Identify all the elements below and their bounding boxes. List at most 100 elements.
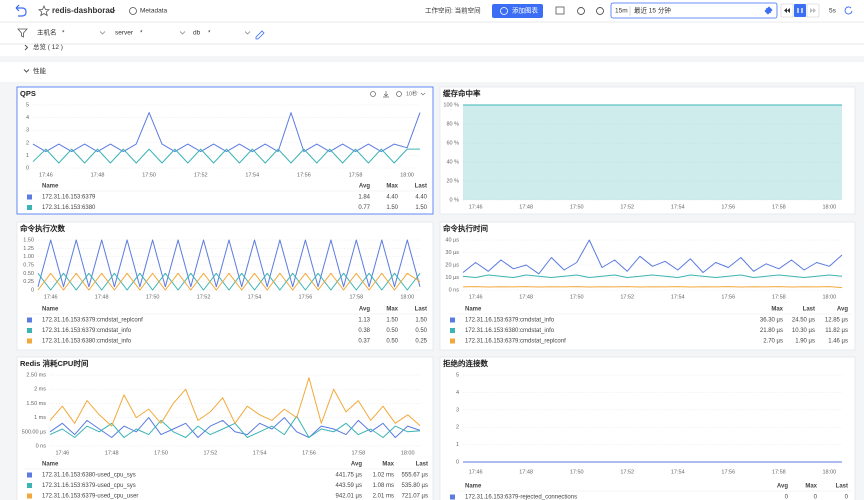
x-tick-label: 17:46 <box>469 469 483 475</box>
legend-stat: 1.50 <box>415 318 427 324</box>
forward-icon <box>810 8 816 13</box>
filter-name: db <box>193 30 201 37</box>
x-tick-label: 18:00 <box>822 204 836 210</box>
filter-value[interactable]: * <box>140 30 143 37</box>
filter-value[interactable]: * <box>62 30 65 37</box>
legend-name[interactable]: 172.31.16.153:6379:cmdstat_replconf <box>42 318 143 324</box>
legend-swatch[interactable] <box>27 483 32 488</box>
x-tick-label: 17:52 <box>620 294 634 300</box>
legend-name[interactable]: 172.31.16.153:6379 <box>42 195 96 201</box>
refresh-interval[interactable]: 5s <box>829 8 837 15</box>
legend-swatch[interactable] <box>27 317 32 323</box>
line <box>49 417 421 438</box>
collapse-icon[interactable] <box>23 69 30 73</box>
legend-name[interactable]: 172.31.16.153:6379:cmdstat_info <box>465 318 555 324</box>
x-tick-label: 17:58 <box>772 469 786 475</box>
download-icon[interactable] <box>383 91 389 98</box>
x-tick-label: 18:00 <box>822 469 836 475</box>
legend-name[interactable]: 172.31.16.153:6380:cmdstat_info <box>465 328 555 334</box>
chevron[interactable] <box>99 31 106 35</box>
legend-name[interactable]: 172.31.16.153:6379-used_cpu_user <box>42 494 138 500</box>
line <box>37 272 421 291</box>
time-picker[interactable] <box>610 2 778 19</box>
legend-swatch[interactable] <box>450 494 455 500</box>
legend-stat: 535.80 µs <box>402 483 428 489</box>
legend-swatch[interactable] <box>27 205 32 210</box>
legend-swatch[interactable] <box>27 338 32 344</box>
y-tick-label: 2.50 ms <box>26 372 46 378</box>
filter-value[interactable]: * <box>208 30 211 37</box>
legend-swatch[interactable] <box>450 328 455 333</box>
x-tick-label: 17:48 <box>95 294 109 300</box>
edit-icon[interactable] <box>255 30 265 40</box>
y-tick-label: 0 % <box>450 197 460 203</box>
legend-header: Max <box>386 184 398 190</box>
x-tick-label: 17:50 <box>570 294 584 300</box>
filter-name: server <box>115 30 134 37</box>
x-tick-label: 17:50 <box>570 204 584 210</box>
interval-icon[interactable] <box>396 91 402 97</box>
y-tick-label: 0 ns <box>449 287 460 293</box>
workspace[interactable]: 工作空间: 当前空间 <box>425 6 481 15</box>
pin-icon[interactable] <box>764 6 773 15</box>
interval[interactable]: 10秒 <box>406 89 418 97</box>
y-tick-label: 3 <box>456 407 459 413</box>
x-tick-label: 17:54 <box>671 294 685 300</box>
x-tick-label: 17:56 <box>721 469 735 475</box>
x-tick-label: 18:00 <box>401 450 415 456</box>
zoom-icon[interactable] <box>370 91 376 97</box>
legend-name[interactable]: 172.31.16.153:6380-used_cpu_sys <box>42 473 136 479</box>
settings-icon[interactable] <box>577 7 585 15</box>
refresh-icon[interactable] <box>844 6 853 15</box>
legend-stat: 11.82 µs <box>825 328 848 334</box>
chevron[interactable] <box>179 31 186 35</box>
legend-stat: 12.85 µs <box>825 318 848 324</box>
x-tick-label: 17:54 <box>248 294 262 300</box>
chevron[interactable] <box>109 9 116 14</box>
x-tick-label: 17:56 <box>721 204 735 210</box>
x-tick-label: 17:58 <box>351 450 365 456</box>
legend-stat: 10.30 µs <box>792 328 815 334</box>
legend-name[interactable]: 172.31.16.153:6379-used_cpu_sys <box>42 483 136 489</box>
line <box>32 148 420 164</box>
legend-header: Last <box>836 484 848 490</box>
panel-title: 缓存命中率 <box>442 88 481 98</box>
chevron[interactable] <box>244 31 251 35</box>
section-title[interactable]: 性能 <box>33 66 47 75</box>
pause-icon <box>797 8 803 13</box>
legend-swatch[interactable] <box>450 317 455 323</box>
pause-button[interactable] <box>794 4 806 17</box>
expand-icon[interactable] <box>24 44 29 51</box>
legend-stat: 0.50 <box>415 328 427 334</box>
x-tick-label: 17:58 <box>772 294 786 300</box>
legend-stat: 36.30 µs <box>760 318 783 324</box>
x-tick-label: 17:48 <box>519 294 533 300</box>
metadata-link[interactable]: Metadata <box>140 8 167 15</box>
legend-swatch[interactable] <box>27 493 32 499</box>
legend-name[interactable]: 172.31.16.153:6380 <box>42 205 96 211</box>
legend-swatch[interactable] <box>27 472 32 478</box>
x-tick-label: 17:50 <box>570 469 584 475</box>
legend-name[interactable]: 172.31.16.153:6379-rejected_connections <box>465 495 577 500</box>
legend-swatch[interactable] <box>450 338 455 344</box>
legend-swatch[interactable] <box>27 194 32 200</box>
history-icon[interactable] <box>596 7 604 15</box>
x-tick-label: 17:54 <box>253 450 267 456</box>
legend-stat: 2.70 µs <box>763 339 783 345</box>
chevron[interactable] <box>420 92 426 96</box>
legend-name[interactable]: 172.31.16.153:6379:cmdstat_info <box>42 328 132 334</box>
star-icon[interactable] <box>37 4 51 17</box>
tv-icon[interactable] <box>555 6 565 15</box>
gap <box>0 56 864 62</box>
x-tick-label: 17:52 <box>620 204 634 210</box>
legend-swatch[interactable] <box>27 328 32 333</box>
legend-name[interactable]: 172.31.16.153:6380:cmdstat_info <box>42 339 132 345</box>
x-tick-label: 17:52 <box>197 294 211 300</box>
y-tick-label: 10 µs <box>445 275 459 281</box>
x-tick-label: 17:56 <box>297 172 311 178</box>
back-icon[interactable] <box>15 4 27 17</box>
section-title[interactable]: 总览 ( 12 ) <box>33 42 63 51</box>
legend-name[interactable]: 172.31.16.153:6379:cmdstat_replconf <box>465 339 566 345</box>
filter-icon[interactable] <box>17 28 28 38</box>
line <box>462 274 843 278</box>
